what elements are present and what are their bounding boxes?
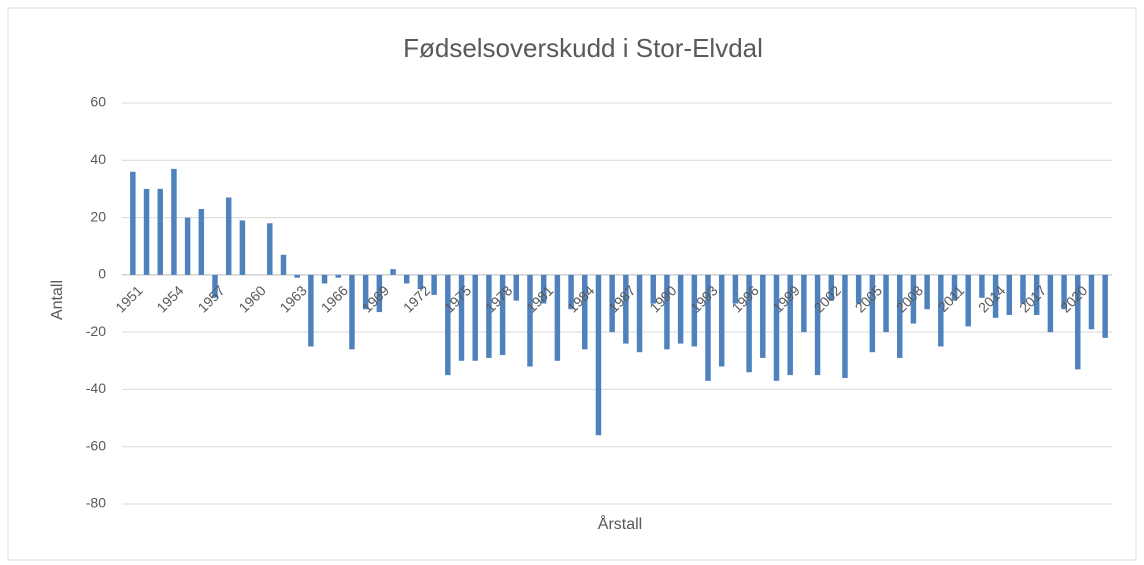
bar [349, 274, 355, 350]
bar [965, 274, 971, 327]
bar [554, 274, 561, 361]
bar [718, 274, 725, 367]
bar [294, 274, 300, 278]
bar [732, 274, 739, 304]
bar [225, 197, 232, 275]
y-tick-label: -60 [86, 437, 106, 453]
y-axis-title: Antall [49, 280, 66, 320]
bar [540, 274, 547, 304]
bar [664, 274, 670, 350]
bar [992, 274, 999, 318]
bar [1020, 274, 1026, 304]
bar [677, 274, 684, 344]
bar [1061, 274, 1067, 310]
bar [171, 168, 177, 275]
y-tick-label: 40 [90, 151, 106, 167]
bar [691, 274, 698, 347]
bar [527, 274, 533, 367]
bar [650, 274, 656, 304]
bar [198, 208, 205, 275]
bar [801, 274, 807, 333]
bar [458, 274, 465, 361]
bar [979, 274, 985, 298]
bar [376, 274, 383, 313]
bar [828, 274, 835, 301]
bar [896, 274, 903, 358]
chart-title: Fødselsoverskudd i Stor-Elvdal [403, 33, 763, 63]
bar [1047, 274, 1054, 333]
bar [143, 188, 150, 275]
bar [321, 274, 328, 284]
bar [869, 274, 876, 353]
bar [499, 274, 506, 356]
y-tick-label: 20 [90, 208, 106, 224]
bar [705, 274, 711, 381]
bar [787, 274, 793, 376]
bar [362, 274, 369, 310]
bar [938, 274, 944, 347]
bar [842, 274, 848, 378]
bar [417, 274, 424, 290]
bar [1088, 274, 1095, 330]
bar [773, 274, 780, 381]
y-tick-label: -40 [86, 380, 106, 396]
y-tick-label: -20 [86, 323, 106, 339]
bar [924, 274, 930, 310]
bar [910, 274, 917, 324]
bar [951, 274, 958, 301]
bar [239, 220, 246, 275]
bar [472, 274, 478, 361]
bar [513, 274, 520, 301]
bar [568, 274, 574, 310]
bar [1033, 274, 1040, 315]
x-axis-title: Årstall [598, 514, 642, 533]
bar [212, 274, 218, 298]
bar [760, 274, 766, 358]
bar [267, 223, 273, 275]
bar [636, 274, 643, 353]
bar [486, 274, 492, 358]
bar [814, 274, 821, 376]
y-tick-label: 0 [98, 266, 106, 282]
bar [1075, 274, 1081, 370]
bar [157, 188, 163, 275]
y-tick-label: -80 [86, 495, 106, 511]
bar [1006, 274, 1013, 315]
bar [855, 274, 862, 304]
bar [390, 269, 396, 275]
bar [280, 254, 287, 275]
bar [431, 274, 437, 295]
bar [1102, 274, 1108, 338]
bar [308, 274, 314, 347]
bar [184, 217, 191, 275]
bar [623, 274, 629, 344]
y-tick-label: 60 [90, 94, 106, 110]
bar [582, 274, 588, 350]
bar [130, 171, 136, 275]
bar [746, 274, 752, 373]
bar [403, 274, 410, 284]
bar [883, 274, 889, 333]
bar [595, 274, 602, 436]
bar [609, 274, 615, 333]
bar [335, 274, 342, 278]
bar [445, 274, 451, 376]
